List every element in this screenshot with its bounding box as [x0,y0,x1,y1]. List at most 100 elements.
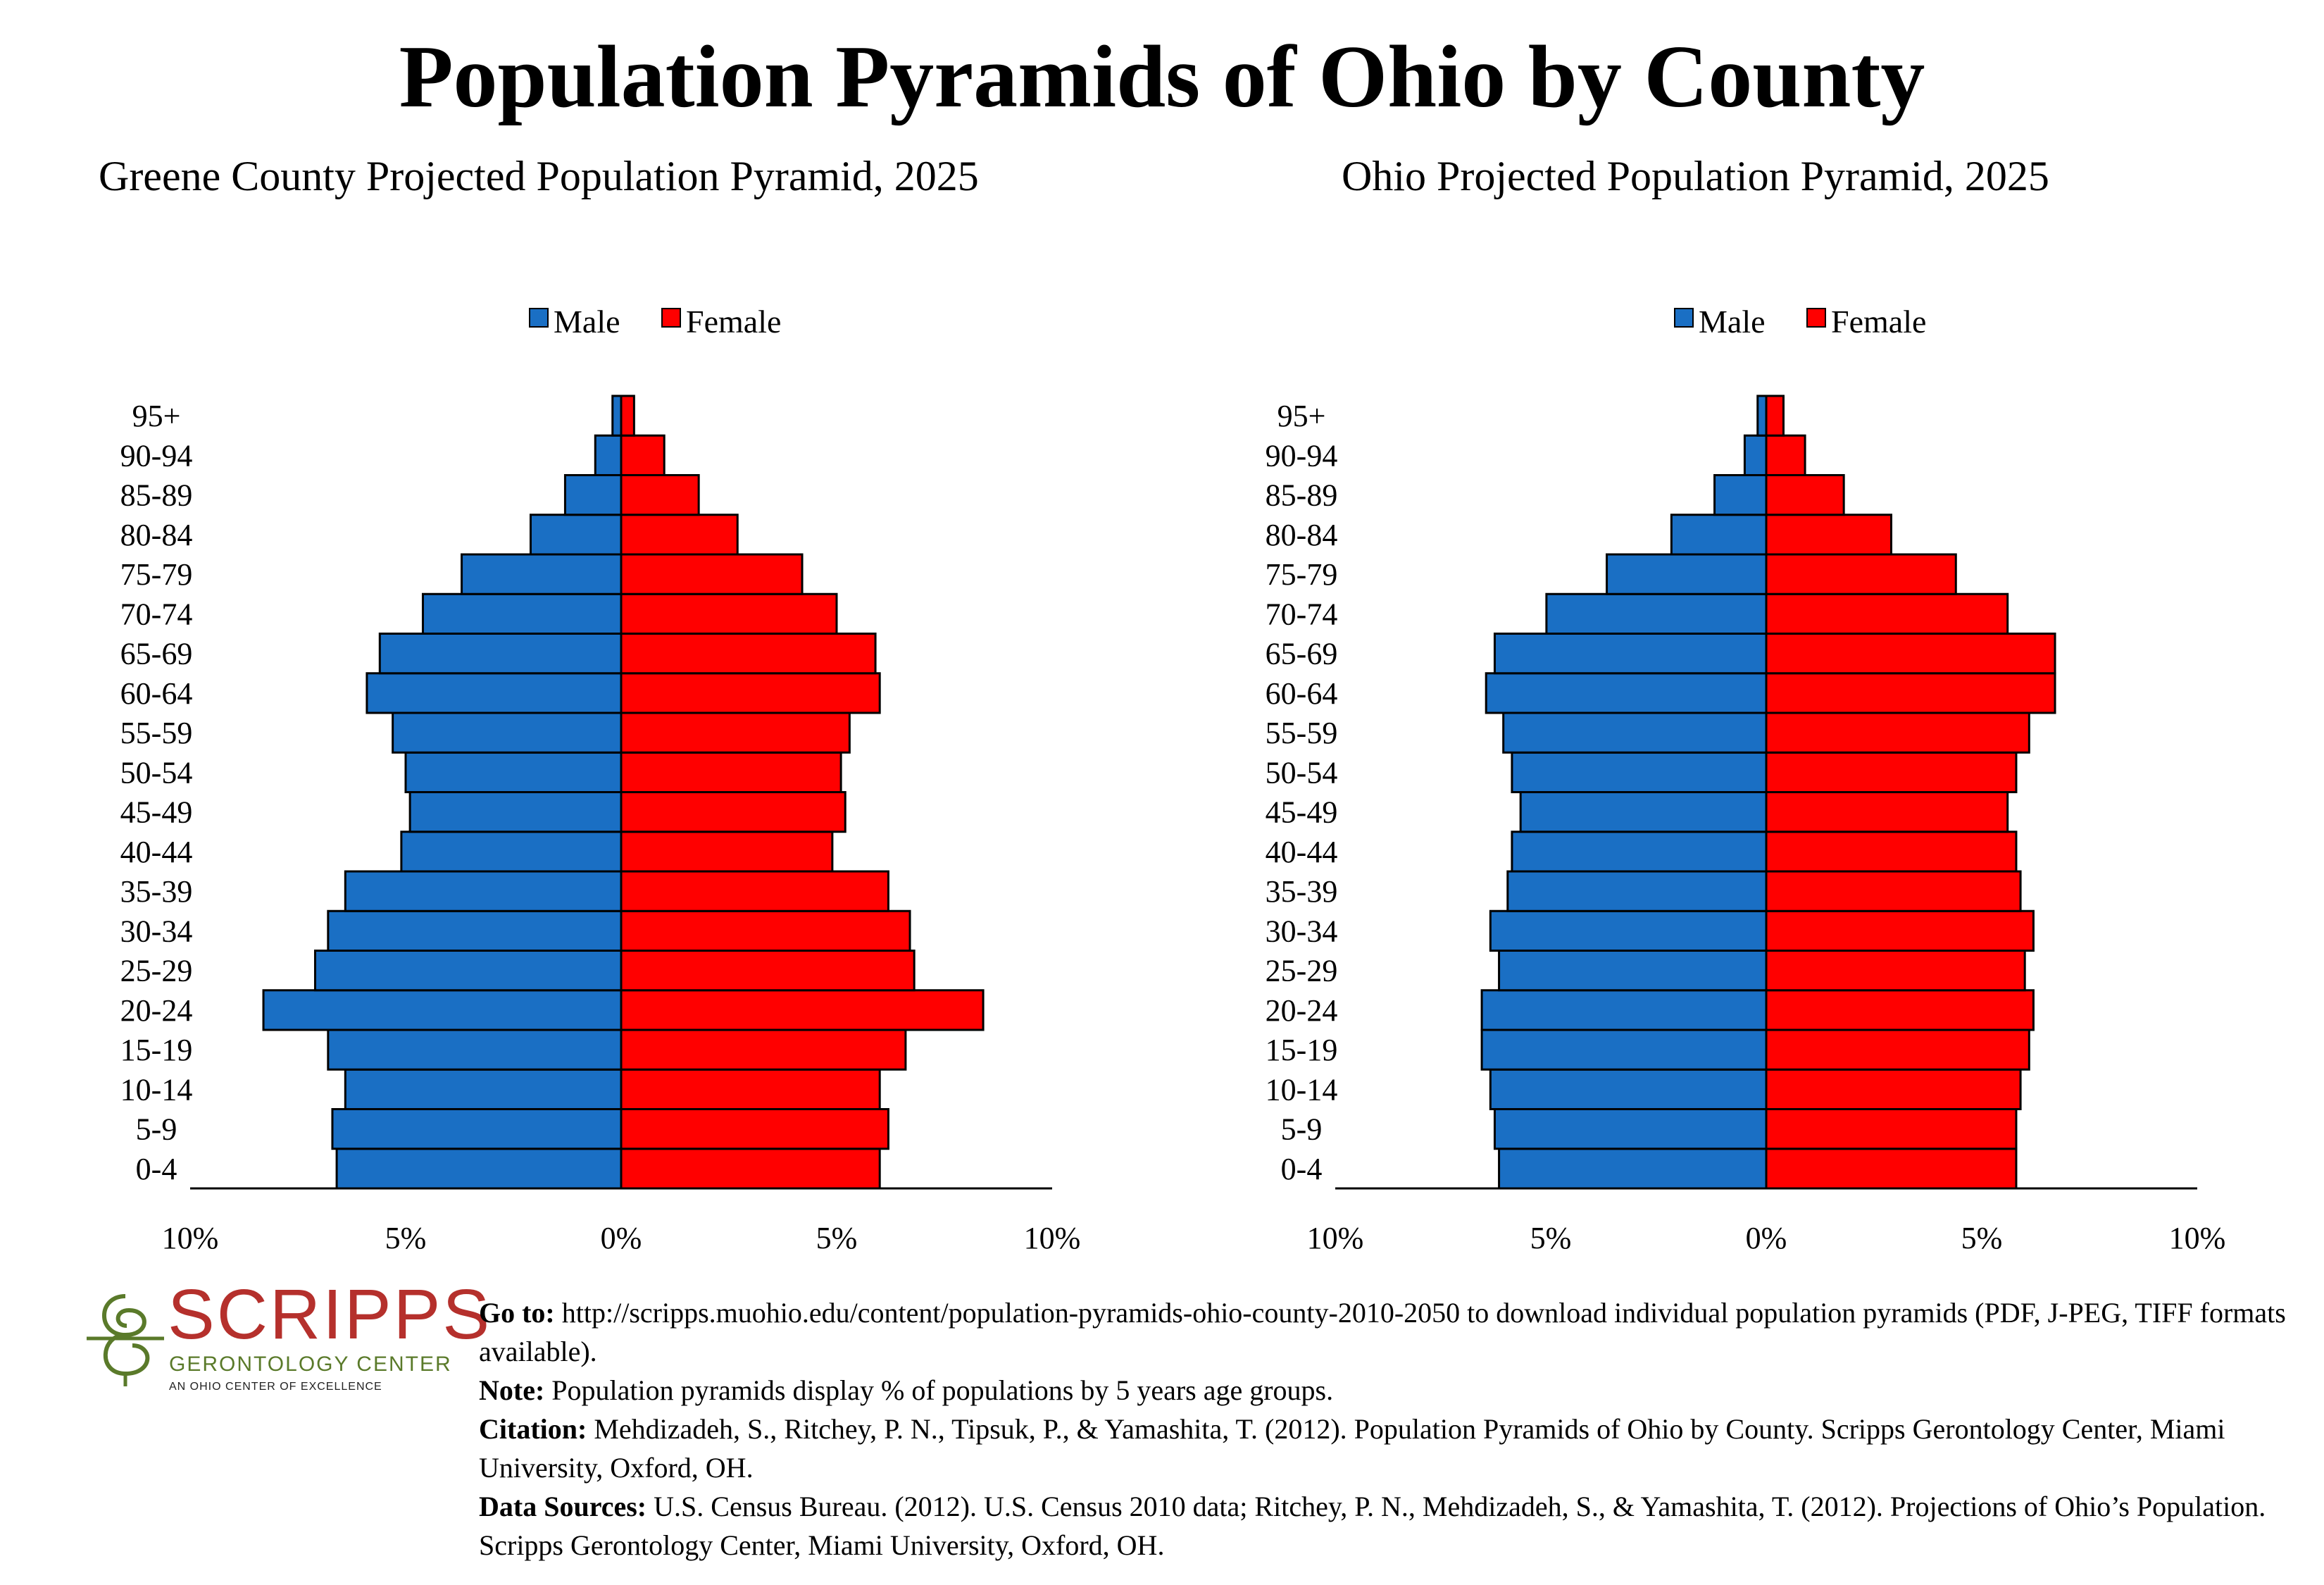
chart-subtitle: Ohio Projected Population Pyramid, 2025 [1342,153,2049,199]
x-tick-label: 10% [162,1221,219,1255]
age-group-label: 40-44 [120,835,193,869]
male-bar [1480,989,1768,1031]
female-bar [620,870,889,912]
male-bar [1670,514,1768,556]
male-bar [461,553,623,595]
age-group-label: 65-69 [1266,637,1338,671]
age-group-label: 0-4 [136,1152,177,1186]
age-group-label: 25-29 [1266,954,1338,988]
female-bar [1765,751,2018,793]
age-group-label: 60-64 [1266,676,1338,711]
age-group-label: 10-14 [1266,1072,1338,1107]
male-bar [421,592,623,635]
male-bar [344,1068,623,1110]
age-group-label: 30-34 [1266,914,1338,948]
citation-label: Citation: [479,1413,587,1445]
male-bar [1489,909,1768,952]
age-group-label: 30-34 [120,914,193,948]
scripps-logo: SCRIPPS GERONTOLOGY CENTER AN OHIO CENTE… [83,1275,489,1409]
female-bar [1765,1028,2030,1071]
female-bar [1765,672,2056,714]
age-group-label: 95+ [132,399,181,433]
x-tick-label: 10% [2169,1221,2226,1255]
male-bar [1498,1148,1768,1190]
age-group-label: 50-54 [1266,755,1338,790]
female-bar [620,592,838,635]
legend-female-swatch [1806,308,1826,328]
female-bar [620,1108,889,1150]
female-bar [1765,711,2030,754]
legend-female-label: Female [686,304,781,340]
female-bar [1765,553,1957,595]
female-bar [1765,1148,2018,1190]
footer-notes: Go to: http://scripps.muohio.edu/content… [479,1293,2310,1565]
female-bar [620,1068,881,1110]
male-bar [1502,711,1768,754]
x-tick-label: 10% [1307,1221,1364,1255]
female-bar [620,474,700,516]
legend-female-swatch [661,308,681,328]
female-bar [1765,989,2035,1031]
female-bar [1765,950,2026,992]
x-tick-label: 10% [1024,1221,1081,1255]
male-bar [1606,553,1768,595]
male-bar [1485,672,1768,714]
x-tick-label: 5% [1961,1221,2003,1255]
age-group-label: 15-19 [1266,1033,1338,1067]
male-bar [400,831,623,873]
age-group-label: 80-84 [120,518,193,552]
age-group-label: 70-74 [120,597,193,631]
female-bar [1765,633,2056,675]
age-group-label: 85-89 [1266,478,1338,513]
female-bar [1765,592,2009,635]
female-bar [620,791,846,833]
female-bar [620,514,739,556]
male-bar [611,394,623,437]
male-bar [366,672,623,714]
x-tick-label: 5% [385,1221,427,1255]
male-bar [1756,394,1768,437]
logo-tagline: AN OHIO CENTER OF EXCELLENCE [169,1381,382,1393]
female-bar [620,989,985,1031]
male-bar [1493,1108,1768,1150]
age-group-label: 95+ [1277,399,1326,433]
sources-text: U.S. Census Bureau. (2012). U.S. Census … [479,1491,2266,1561]
male-bar [529,514,623,556]
male-bar [1511,751,1768,793]
female-bar [1765,909,2035,952]
female-bar [1765,474,1845,516]
male-bar [335,1148,623,1190]
female-bar [620,831,834,873]
age-group-label: 50-54 [120,755,193,790]
age-group-label: 70-74 [1266,597,1338,631]
age-group-label: 15-19 [120,1033,193,1067]
male-bar [344,870,623,912]
male-bar [404,751,623,793]
male-bar [331,1108,623,1150]
male-bar [392,711,623,754]
sources-line: Data Sources: U.S. Census Bureau. (2012)… [479,1487,2310,1565]
male-bar [1506,870,1768,912]
legend-male-swatch [1674,308,1694,328]
female-bar [620,553,804,595]
female-bar [1765,870,2022,912]
chart-subtitle: Greene County Projected Population Pyram… [99,153,979,199]
goto-label: Go to: [479,1297,555,1329]
note-text: Population pyramids display % of populat… [544,1374,1334,1406]
female-bar [620,1148,881,1190]
legend-female-label: Female [1831,304,1926,340]
male-bar [1545,592,1768,635]
female-bar [620,950,916,992]
citation-line: Citation: Mehdizadeh, S., Ritchey, P. N.… [479,1410,2310,1487]
age-group-label: 55-59 [1266,716,1338,750]
age-group-label: 5-9 [136,1112,177,1147]
age-group-label: 55-59 [120,716,193,750]
age-group-label: 75-79 [120,557,193,592]
age-group-label: 10-14 [120,1072,193,1107]
male-bar [1489,1068,1768,1110]
female-bar [1765,1108,2018,1150]
male-bar [1743,434,1768,476]
male-bar [563,474,623,516]
age-group-label: 25-29 [120,954,193,988]
goto-line: Go to: http://scripps.muohio.edu/content… [479,1293,2310,1371]
